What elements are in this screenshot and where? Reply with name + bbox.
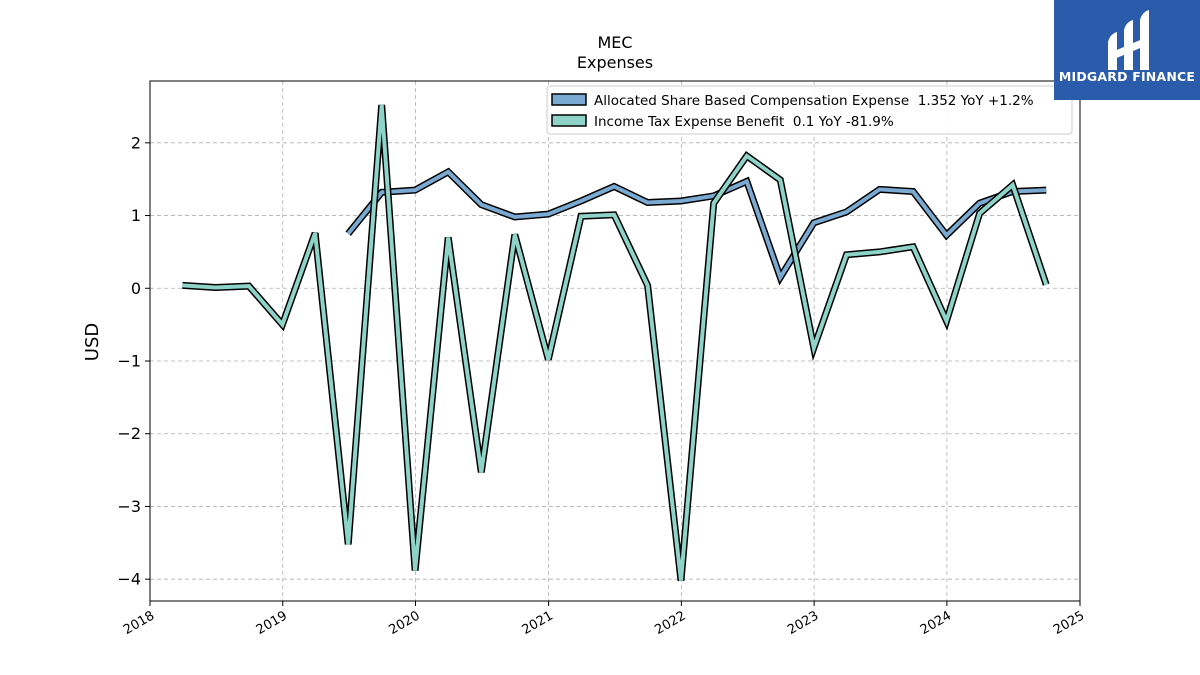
series-line [182, 104, 1049, 581]
x-tick-label: 2019 [254, 608, 290, 638]
legend-label-income-tax: Income Tax Expense Benefit 0.1 YoY -81.9… [594, 114, 894, 130]
x-tick-label: 2024 [918, 608, 954, 638]
x-tick-label: 2023 [785, 608, 821, 638]
y-axis-label: USD [82, 323, 103, 361]
chart-subtitle: Expenses [577, 53, 653, 72]
grid-lines [149, 81, 1081, 601]
y-tick-label: −4 [117, 570, 141, 589]
y-tick-label: −2 [117, 424, 141, 443]
series-outline [182, 104, 1050, 581]
chart-title: MEC [597, 33, 632, 52]
legend-label-share-comp: Allocated Share Based Compensation Expen… [594, 93, 1034, 109]
legend-swatch-income-tax [551, 114, 587, 127]
brand-logo: MIDGARD FINANCE [1054, 0, 1200, 100]
y-tick-label: 1 [131, 206, 141, 225]
y-tick-label: 0 [131, 279, 141, 298]
x-tick-label: 2021 [520, 608, 556, 638]
series-0 [345, 167, 1047, 286]
logo-text: MIDGARD FINANCE [1059, 69, 1195, 84]
y-tick-label: 2 [131, 133, 141, 152]
series-lines [182, 104, 1050, 581]
legend-swatch-share-comp [551, 93, 587, 106]
x-tick-label: 2025 [1051, 608, 1087, 638]
legend: Allocated Share Based Compensation Expen… [546, 85, 1073, 135]
x-tick-label: 2020 [387, 608, 423, 638]
y-tick-label: −3 [117, 497, 141, 516]
x-tick-label: 2022 [652, 608, 688, 638]
tick-labels: 2 1 0 −1 −2 −3 −4 2018 2019 2020 2021 2022 2023 2024 2… [117, 133, 1087, 638]
x-tick-label: 2018 [121, 608, 157, 638]
plot-frame [149, 80, 1081, 602]
series-line [346, 169, 1047, 283]
series-1 [182, 104, 1050, 581]
legend-box [546, 85, 1073, 135]
logo-mark-icon [1108, 10, 1149, 70]
axes [145, 80, 1081, 606]
y-tick-label: −1 [117, 352, 141, 371]
